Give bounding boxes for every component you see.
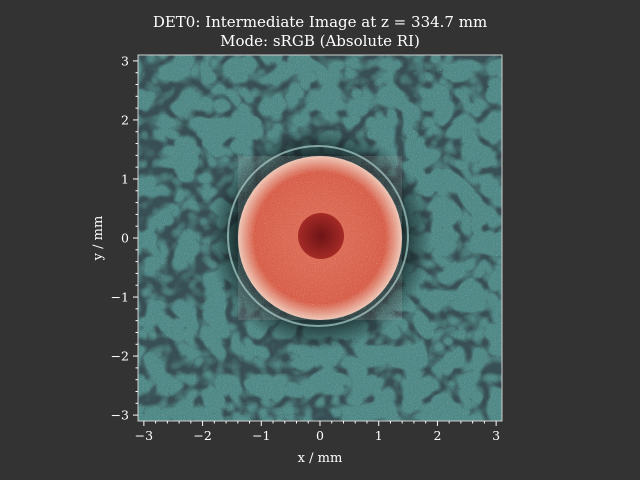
image-plot — [138, 55, 502, 421]
x-tick-label: 3 — [492, 428, 500, 443]
y-axis: −3 −2 −1 0 1 2 3 — [111, 53, 138, 423]
y-tick-label: −3 — [111, 408, 129, 423]
x-axis-label: x / mm — [298, 451, 343, 466]
x-tick-label: −3 — [135, 428, 153, 443]
chart-title: DET0: Intermediate Image at z = 334.7 mm — [153, 13, 487, 31]
y-tick-label: 0 — [121, 231, 129, 246]
x-tick-label: −1 — [252, 428, 270, 443]
x-tick-label: 1 — [375, 428, 383, 443]
x-tick-label: 0 — [316, 428, 324, 443]
x-axis: −3 −2 −1 0 1 2 3 — [135, 421, 500, 443]
disk-core — [298, 213, 344, 259]
outer-ring — [227, 145, 409, 327]
y-axis-label: y / mm — [91, 216, 106, 262]
x-tick-label: 2 — [433, 428, 441, 443]
y-tick-label: −2 — [111, 349, 129, 364]
y-tick-label: 3 — [121, 53, 129, 68]
x-tick-label: −2 — [193, 428, 211, 443]
chart-subtitle: Mode: sRGB (Absolute RI) — [220, 32, 420, 50]
y-tick-label: 1 — [121, 171, 129, 186]
y-tick-label: 2 — [121, 112, 129, 127]
y-tick-label: −1 — [111, 290, 129, 305]
